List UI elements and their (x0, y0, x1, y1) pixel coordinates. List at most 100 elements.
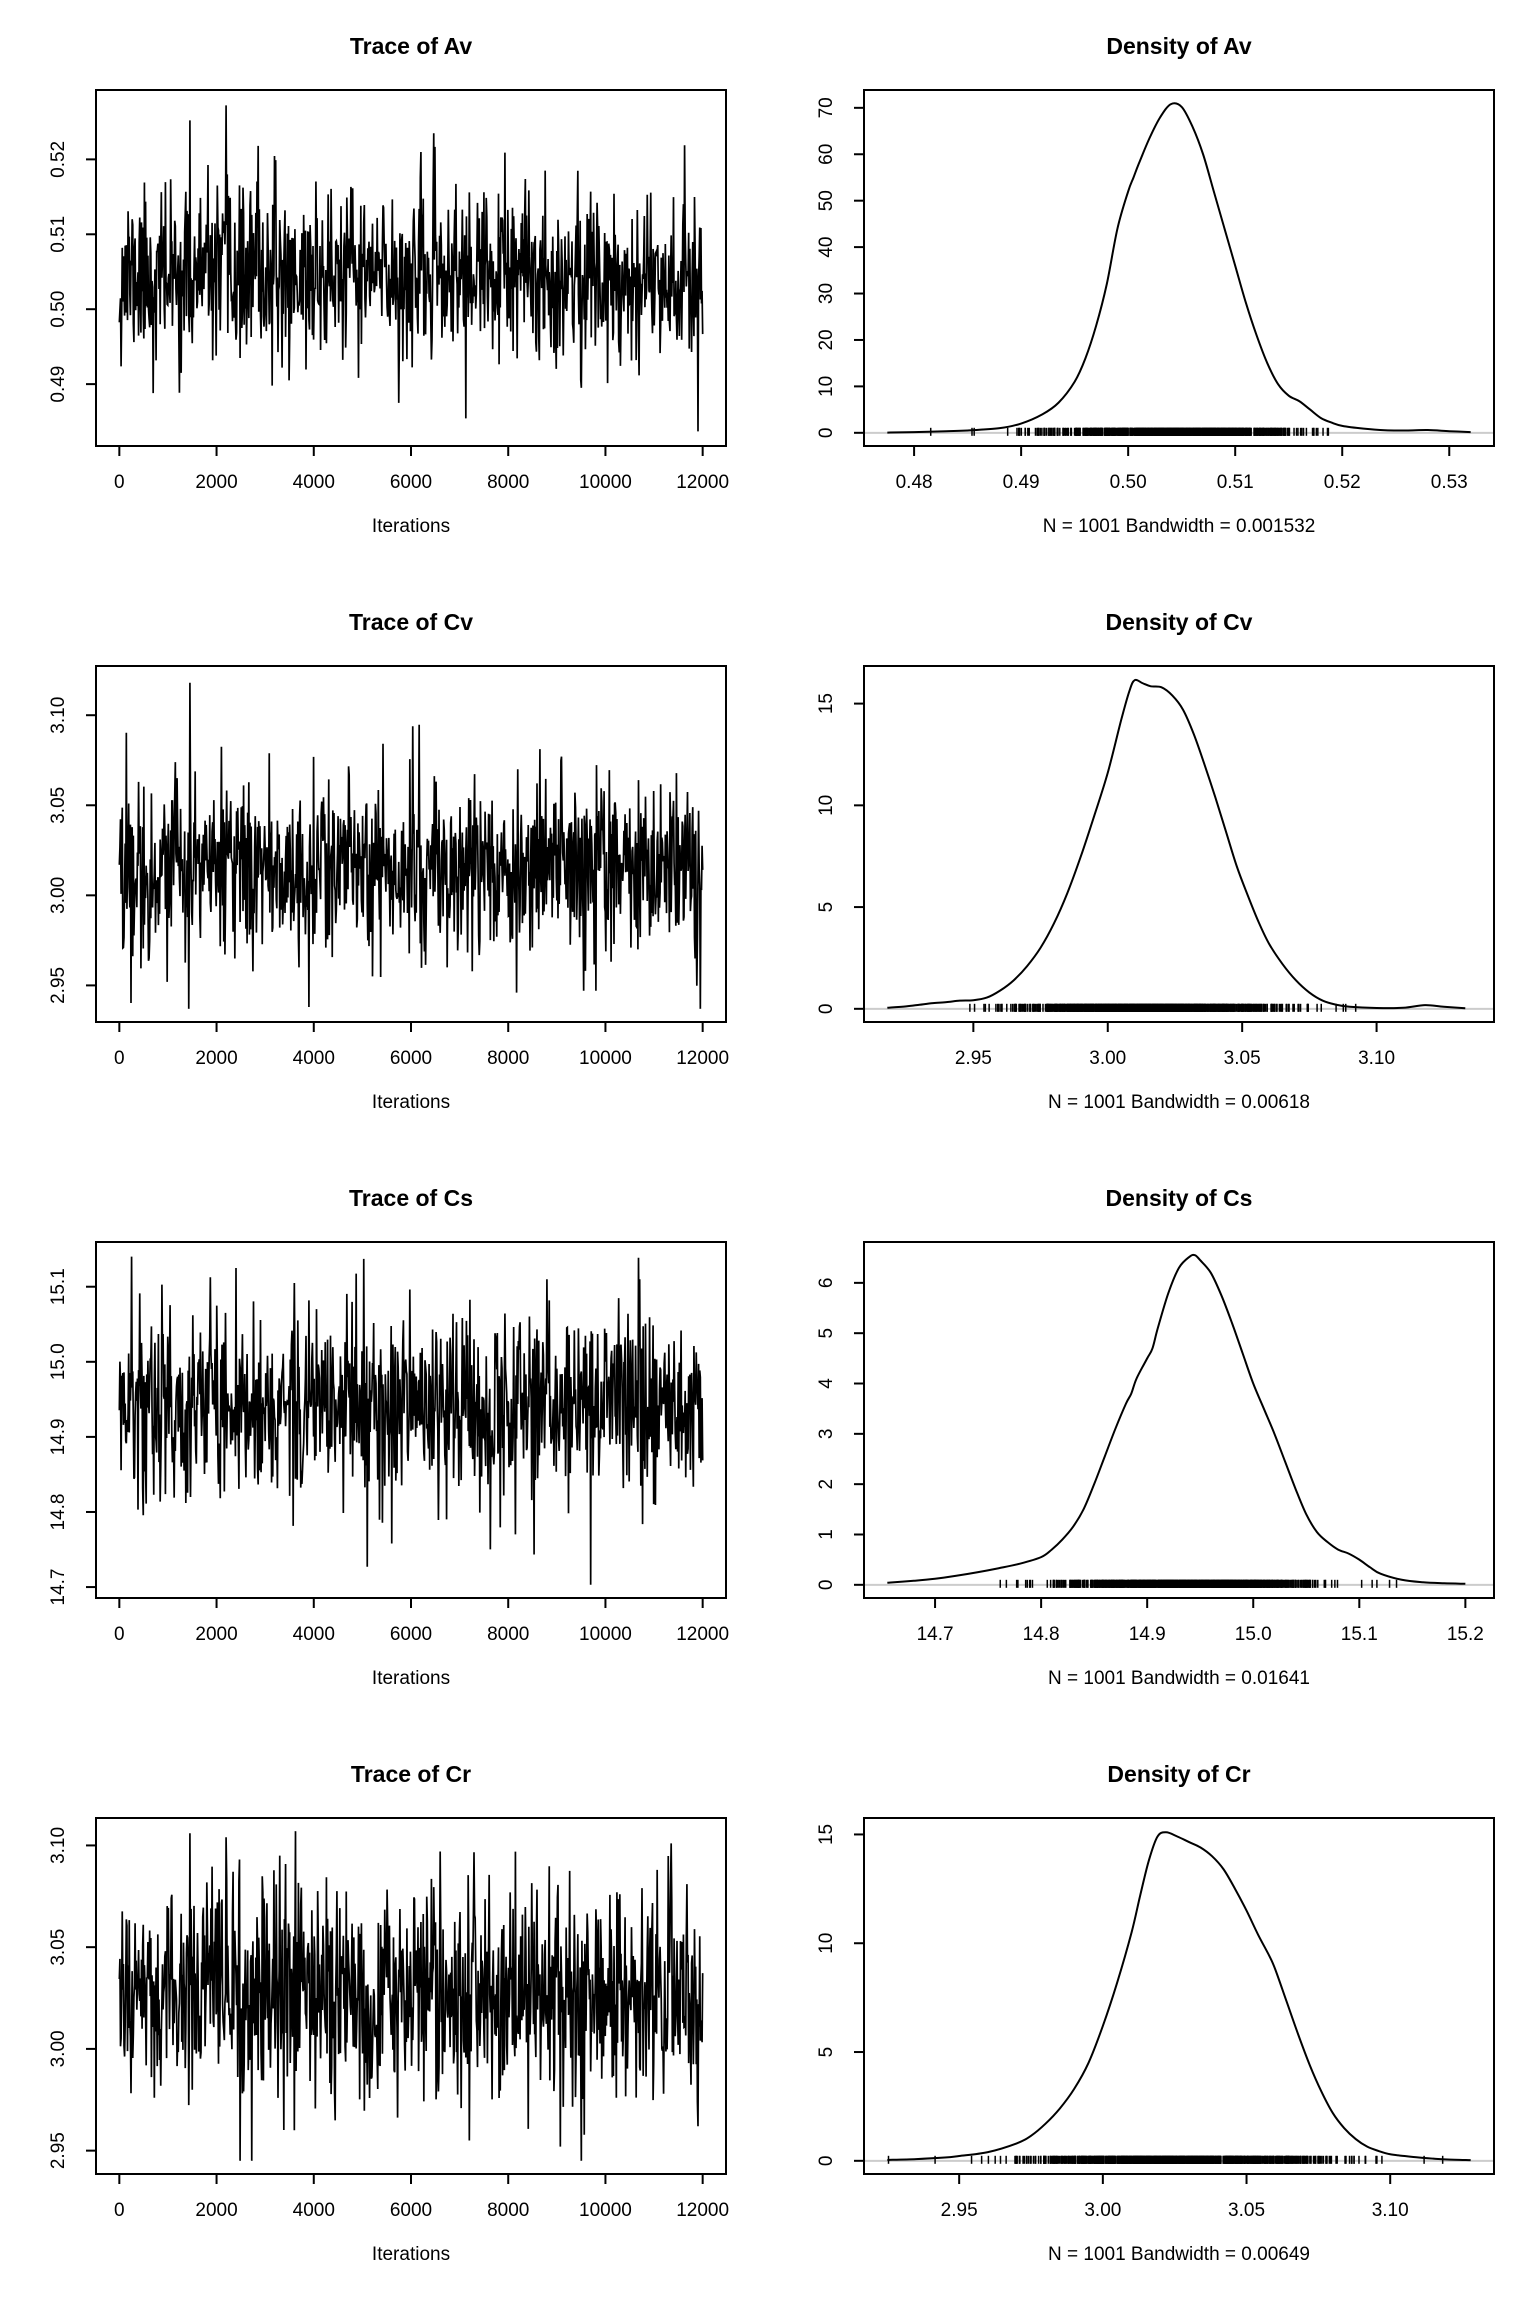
x-axis: 0 2000 4000 6000 8000 10000 12000 (114, 1022, 729, 1069)
x-axis: 2.95 3.00 3.05 3.10 (955, 1022, 1395, 1069)
trace-line (118, 1256, 704, 1585)
x-tick-label: 3.10 (1358, 1048, 1395, 1069)
y-tick-label: 40 (816, 237, 837, 258)
y-axis: 2.95 3.00 3.05 3.10 (48, 1827, 96, 2169)
x-tick-label: 6000 (390, 1048, 432, 1069)
trace-cs-cell: 0 2000 4000 6000 8000 10000 12000 14.7 14.8 14.9 1… (0, 1152, 768, 1728)
density-cv-plot: 2.95 3.00 3.05 3.10 0 5 10 15 Density of Cv N = 1… (816, 609, 1495, 1113)
density-cv-cell: 2.95 3.00 3.05 3.10 0 5 10 15 Density of Cv N = 1… (768, 576, 1536, 1152)
y-tick-label: 30 (816, 283, 837, 304)
y-tick-label: 70 (816, 97, 837, 118)
y-tick-label: 3 (816, 1429, 837, 1440)
plot-box (863, 1241, 1495, 1599)
y-tick-label: 15 (816, 693, 837, 714)
y-tick-label: 20 (816, 329, 837, 350)
plot-box (863, 89, 1495, 447)
x-tick-label: 4000 (293, 1048, 335, 1069)
density-curve (887, 1253, 1466, 1585)
y-tick-label: 3.10 (48, 697, 69, 734)
x-axis: 0 2000 4000 6000 8000 10000 12000 (114, 1598, 729, 1645)
x-tick-label: 3.00 (1089, 1048, 1126, 1069)
plot-title: Density of Cs (1106, 1185, 1253, 1211)
y-tick-label: 0.52 (48, 141, 69, 178)
y-tick-label: 10 (816, 1933, 837, 1954)
y-tick-label: 3.00 (48, 877, 69, 914)
x-axis: 0 2000 4000 6000 8000 10000 12000 (114, 446, 729, 493)
x-tick-label: 3.05 (1228, 2200, 1265, 2221)
x-tick-label: 0 (114, 472, 125, 493)
x-tick-label: 0.49 (1003, 472, 1040, 493)
x-tick-label: 10000 (579, 2200, 632, 2221)
x-tick-label: 4000 (293, 2200, 335, 2221)
density-subtitle: N = 1001 Bandwidth = 0.00618 (1048, 1092, 1310, 1113)
x-tick-label: 8000 (487, 472, 529, 493)
y-axis: 0.49 0.50 0.51 0.52 (48, 141, 96, 403)
x-tick-label: 14.7 (917, 1624, 954, 1645)
x-tick-label: 0.48 (896, 472, 933, 493)
y-tick-label: 3.05 (48, 1929, 69, 1966)
x-tick-label: 14.9 (1129, 1624, 1166, 1645)
y-tick-label: 3.00 (48, 2030, 69, 2067)
y-tick-label: 1 (816, 1529, 837, 1540)
density-cs-plot: 14.7 14.8 14.9 15.0 15.1 15.2 0 1 2 3 4 5 6 Density o… (816, 1185, 1495, 1689)
plot-title: Trace of Cs (349, 1185, 473, 1211)
density-curve (887, 1831, 1471, 2162)
density-subtitle: N = 1001 Bandwidth = 0.00649 (1048, 2244, 1310, 2265)
y-axis: 0 5 10 15 (816, 693, 864, 1014)
density-cr-plot: 2.95 3.00 3.05 3.10 0 5 10 15 Density of Cr N = 1… (816, 1761, 1495, 2265)
y-axis: 14.7 14.8 14.9 15.0 15.1 (48, 1268, 96, 1606)
density-subtitle: N = 1001 Bandwidth = 0.01641 (1048, 1668, 1310, 1689)
y-tick-label: 14.8 (48, 1493, 69, 1530)
y-axis: 2.95 3.00 3.05 3.10 (48, 697, 96, 1004)
plot-box (863, 1817, 1495, 2175)
y-tick-label: 0.49 (48, 366, 69, 403)
y-tick-label: 2.95 (48, 2132, 69, 2169)
y-axis: 0 5 10 15 (816, 1824, 864, 2166)
x-axis-label: Iterations (372, 2244, 450, 2265)
data-rug (999, 1579, 1398, 1588)
x-tick-label: 2000 (195, 2200, 237, 2221)
x-tick-label: 0.51 (1217, 472, 1254, 493)
y-tick-label: 0 (816, 2156, 837, 2167)
plot-title: Trace of Cv (349, 609, 473, 635)
y-tick-label: 15 (816, 1824, 837, 1845)
density-av-cell: 0.48 0.49 0.50 0.51 0.52 0.53 0 10 20 30 40 50 60 70 D… (768, 0, 1536, 576)
x-tick-label: 8000 (487, 1624, 529, 1645)
x-tick-label: 2000 (195, 1048, 237, 1069)
x-tick-label: 0.52 (1324, 472, 1361, 493)
plot-title: Trace of Av (350, 33, 472, 59)
y-tick-label: 0 (816, 1580, 837, 1591)
y-tick-label: 3.05 (48, 787, 69, 824)
y-tick-label: 50 (816, 190, 837, 211)
y-tick-label: 5 (816, 1328, 837, 1339)
x-tick-label: 3.00 (1084, 2200, 1121, 2221)
x-tick-label: 8000 (487, 1048, 529, 1069)
plot-title: Trace of Cr (351, 1761, 471, 1787)
data-rug (969, 1003, 1357, 1012)
x-tick-label: 6000 (390, 1624, 432, 1645)
data-rug (887, 2155, 1444, 2164)
x-axis: 2.95 3.00 3.05 3.10 (941, 2174, 1409, 2221)
trace-cv-plot: 0 2000 4000 6000 8000 10000 12000 2.95 3.00 3.05 3… (48, 609, 729, 1113)
x-axis: 0.48 0.49 0.50 0.51 0.52 0.53 (896, 446, 1468, 493)
x-tick-label: 6000 (390, 2200, 432, 2221)
y-axis: 0 1 2 3 4 5 6 (816, 1278, 864, 1591)
x-tick-label: 3.05 (1224, 1048, 1261, 1069)
y-tick-label: 2 (816, 1479, 837, 1490)
data-rug (929, 427, 1330, 436)
x-tick-label: 2000 (195, 1624, 237, 1645)
y-tick-label: 5 (816, 2047, 837, 2058)
trace-cs-plot: 0 2000 4000 6000 8000 10000 1200014.714.814.91… (48, 1185, 729, 1689)
density-cr-cell: 2.95 3.00 3.05 3.10 0 5 10 15 Density of Cr N = 1… (768, 1728, 1536, 2304)
x-tick-label: 4000 (293, 472, 335, 493)
x-tick-label: 10000 (579, 1048, 632, 1069)
y-tick-label: 0.51 (48, 216, 69, 253)
trace-line (118, 105, 704, 432)
density-curve (887, 678, 1466, 1010)
x-axis: 0 2000 4000 6000 8000 10000 12000 (114, 2174, 729, 2221)
x-tick-label: 15.2 (1447, 1624, 1484, 1645)
trace-av-cell: 0 2000 4000 6000 8000 10000 12000 0.49 0.50 0.51 0… (0, 0, 768, 576)
x-tick-label: 12000 (676, 472, 729, 493)
